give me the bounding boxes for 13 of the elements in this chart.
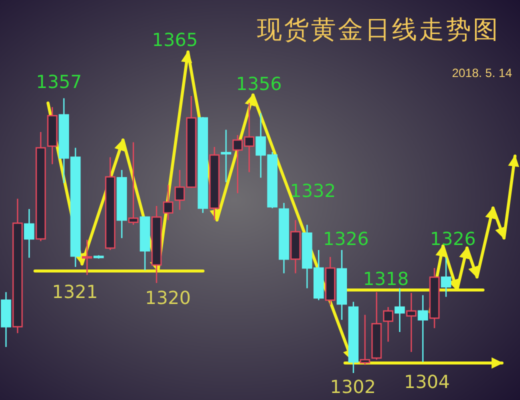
annotation: 1332 [290,181,336,202]
annotation: 1326 [430,229,476,250]
annotation: 1304 [404,372,450,393]
annotation: 1356 [236,74,282,95]
annotation: 1357 [36,72,82,93]
annotation: 1326 [323,229,369,250]
annotation: 1365 [152,30,198,51]
annotation: 1318 [363,269,409,290]
annotation: 1321 [52,282,98,303]
title: 现货黄金日线走势图 [257,15,500,44]
annotation: 1302 [330,377,376,398]
subtitle: 2018. 5. 14 [452,66,512,80]
annotation: 1320 [145,288,191,309]
